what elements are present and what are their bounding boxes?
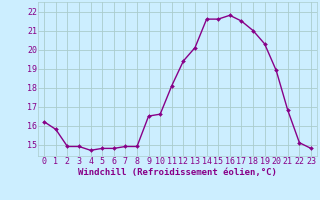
X-axis label: Windchill (Refroidissement éolien,°C): Windchill (Refroidissement éolien,°C) — [78, 168, 277, 177]
